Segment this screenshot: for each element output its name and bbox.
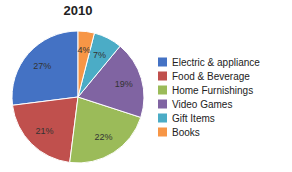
legend-swatch bbox=[158, 114, 167, 123]
pie-slice bbox=[78, 31, 94, 97]
data-labels: 27% 21% 22% 19% 7%4% bbox=[33, 45, 132, 142]
legend-label: Video Games bbox=[172, 99, 232, 110]
legend-item: Home Furnishings bbox=[158, 85, 253, 96]
pie-slice bbox=[13, 97, 78, 162]
legend-swatch bbox=[158, 58, 167, 67]
legend-item: Electric & appliance bbox=[158, 57, 260, 68]
legend-label: Gift Items bbox=[172, 113, 215, 124]
legend-item: Food & Beverage bbox=[158, 71, 250, 82]
legend: Electric & appliance Food & Beverage Home … bbox=[158, 57, 260, 138]
legend-label: Home Furnishings bbox=[172, 85, 253, 96]
data-label: 27% bbox=[33, 61, 51, 71]
data-label: 4% bbox=[77, 45, 90, 55]
data-label: 21% bbox=[35, 126, 53, 136]
chart: 2010 27% 21% 22% 19% 7%4% Electric & appliance… bbox=[0, 0, 292, 172]
legend-swatch bbox=[158, 100, 167, 109]
legend-swatch bbox=[158, 72, 167, 81]
legend-swatch bbox=[158, 128, 167, 137]
legend-swatch bbox=[158, 86, 167, 95]
data-label: 19% bbox=[115, 79, 133, 89]
data-label: 22% bbox=[94, 132, 112, 142]
pie-slice bbox=[12, 31, 78, 105]
legend-item: Gift Items bbox=[158, 113, 215, 124]
pie bbox=[12, 31, 144, 163]
title: 2010 bbox=[64, 3, 93, 18]
legend-item: Books bbox=[158, 127, 200, 138]
data-label: 7% bbox=[93, 50, 106, 60]
legend-label: Books bbox=[172, 127, 200, 138]
legend-label: Food & Beverage bbox=[172, 71, 250, 82]
legend-label: Electric & appliance bbox=[172, 57, 260, 68]
legend-item: Video Games bbox=[158, 99, 232, 110]
